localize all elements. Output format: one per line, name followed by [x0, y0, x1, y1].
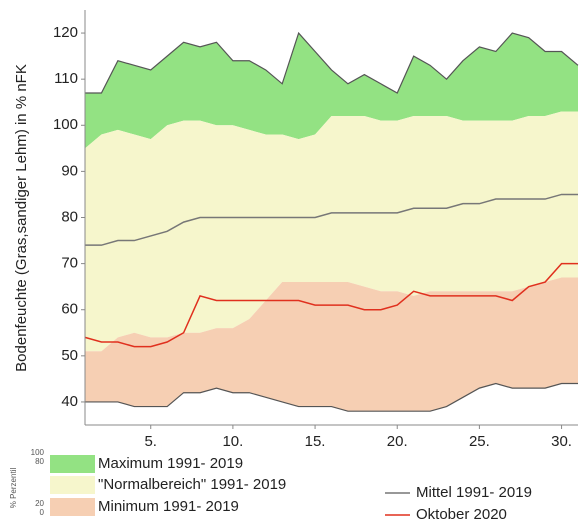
- y-tick-label: 100: [53, 116, 78, 133]
- x-tick-label: 30.: [551, 433, 572, 450]
- y-tick-label: 110: [54, 70, 78, 87]
- y-tick-label: 40: [61, 393, 78, 410]
- legend-label: "Normalbereich" 1991- 2019: [98, 476, 286, 493]
- band: [85, 33, 578, 149]
- legend-swatch: [50, 455, 95, 473]
- percentile-tick: 0: [40, 508, 45, 517]
- x-tick-label: 20.: [387, 433, 408, 450]
- legend-swatch: [50, 476, 95, 494]
- x-tick-label: 5.: [144, 433, 157, 450]
- legend-swatch: [50, 498, 95, 516]
- percentile-tick: 100: [31, 448, 45, 457]
- y-tick-label: 50: [61, 347, 78, 364]
- band-edge: [85, 31, 579, 94]
- y-tick-label: 70: [61, 255, 78, 272]
- y-axis-label: Bodenfeuchte (Gras,sandiger Lehm) in % n…: [13, 64, 30, 372]
- y-tick-label: 80: [61, 208, 78, 225]
- legend-label: Maximum 1991- 2019: [98, 455, 243, 472]
- x-tick-label: 15.: [305, 433, 326, 450]
- percentile-label: % Perzentil: [9, 468, 18, 509]
- legend-label: Mittel 1991- 2019: [416, 484, 532, 501]
- y-tick-label: 120: [53, 24, 78, 41]
- x-tick-label: 25.: [469, 433, 490, 450]
- x-tick-label: 10.: [222, 433, 243, 450]
- y-tick-label: 60: [61, 301, 78, 318]
- legend-label: Oktober 2020: [416, 506, 507, 523]
- percentile-tick: 20: [35, 499, 44, 508]
- legend-label: Minimum 1991- 2019: [98, 498, 239, 515]
- line: [84, 262, 578, 348]
- band: [85, 277, 578, 412]
- line: [85, 193, 578, 246]
- band-edge: [85, 382, 578, 412]
- percentile-tick: 80: [35, 457, 44, 466]
- y-tick-label: 90: [61, 162, 78, 179]
